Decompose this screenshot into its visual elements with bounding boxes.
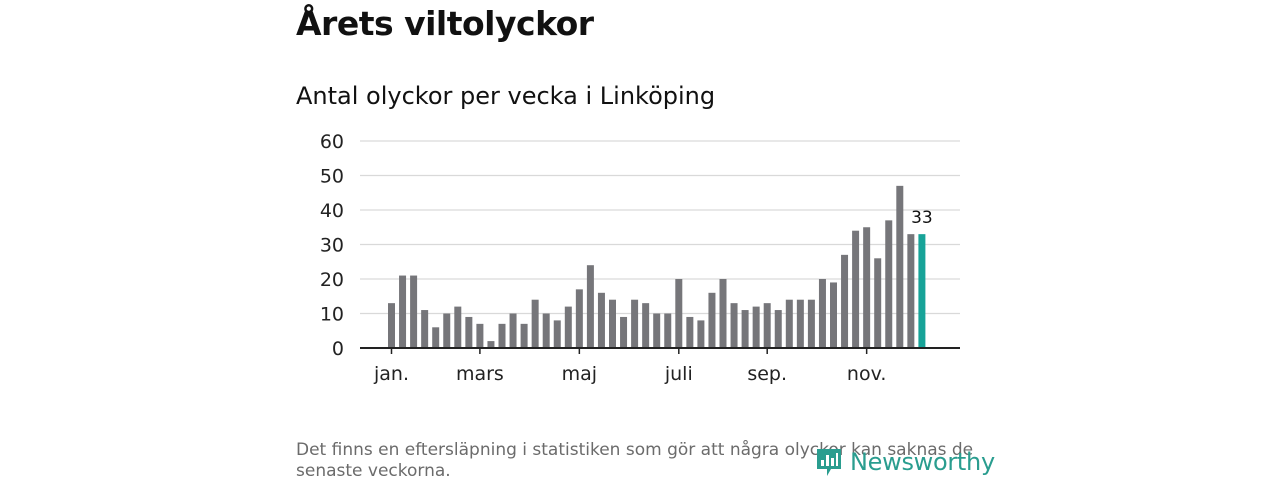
bar (719, 279, 727, 348)
bar (399, 275, 407, 348)
bar (907, 234, 915, 348)
bar (686, 316, 694, 348)
y-tick-label: 60 (320, 131, 344, 153)
bar (410, 275, 418, 348)
bar (763, 303, 771, 348)
bar (597, 292, 605, 348)
highlight-value-label: 33 (911, 208, 933, 228)
bar (708, 292, 716, 348)
bar (807, 299, 815, 348)
x-tick-label: jan. (373, 363, 409, 385)
bar (785, 299, 793, 348)
bar (432, 327, 440, 348)
x-tick-label: nov. (847, 363, 886, 385)
x-tick-label: maj (562, 363, 597, 385)
brand-logo: Newsworthy (814, 446, 995, 478)
bar (631, 299, 639, 348)
bar (885, 220, 893, 348)
bar (774, 310, 782, 348)
y-tick-label: 50 (320, 166, 344, 188)
bar (553, 320, 561, 348)
bar (642, 303, 650, 348)
page-title: Årets viltolyckor (296, 4, 594, 43)
bar (841, 254, 849, 348)
bar (542, 313, 550, 348)
y-tick-label: 30 (320, 235, 344, 257)
label-layer: 0 10 20 30 40 50 60 33 jan. mars maj juli sep. nov. (320, 131, 933, 385)
footnote: Det finns en eftersläpning i statistiken… (296, 440, 974, 481)
bar (487, 341, 495, 348)
bar (675, 279, 683, 348)
y-tick-label: 20 (320, 269, 344, 291)
bar (443, 313, 451, 348)
bar (454, 306, 462, 348)
bar (564, 306, 572, 348)
bar (609, 299, 616, 348)
bar (896, 185, 904, 348)
chart-subtitle: Antal olyckor per vecka i Linköping (296, 82, 716, 110)
bar (830, 282, 837, 348)
bar (874, 258, 882, 348)
bar (818, 279, 826, 348)
bar (620, 316, 628, 348)
bar-chart-logo-icon (817, 449, 841, 476)
x-tick-label: sep. (747, 363, 787, 385)
bar (498, 323, 506, 348)
bar (697, 320, 705, 348)
bar (388, 303, 395, 348)
y-tick-label: 40 (320, 200, 344, 222)
x-tick-label: mars (456, 363, 504, 385)
bar (752, 306, 760, 348)
bar (465, 316, 473, 348)
bar (653, 313, 661, 348)
bar (509, 313, 517, 348)
x-tick-label: juli (664, 363, 693, 385)
bar (852, 230, 860, 348)
bar-chart: 0 10 20 30 40 50 60 33 jan. mars maj juli sep. nov. (320, 131, 960, 385)
bar (586, 265, 594, 348)
bar (863, 227, 871, 348)
bar (575, 289, 583, 348)
bar (730, 303, 738, 348)
bar (796, 299, 804, 348)
brand-name: Newsworthy (850, 448, 995, 476)
bar (531, 299, 539, 348)
bar (421, 310, 429, 348)
bar-highlight (918, 234, 926, 348)
bar-layer (388, 185, 926, 348)
y-tick-label: 10 (320, 304, 344, 326)
axis-layer (360, 347, 960, 354)
bar (664, 313, 672, 348)
bar (476, 323, 484, 348)
bar (741, 310, 749, 348)
y-tick-label: 0 (332, 338, 344, 360)
bar (520, 323, 528, 348)
